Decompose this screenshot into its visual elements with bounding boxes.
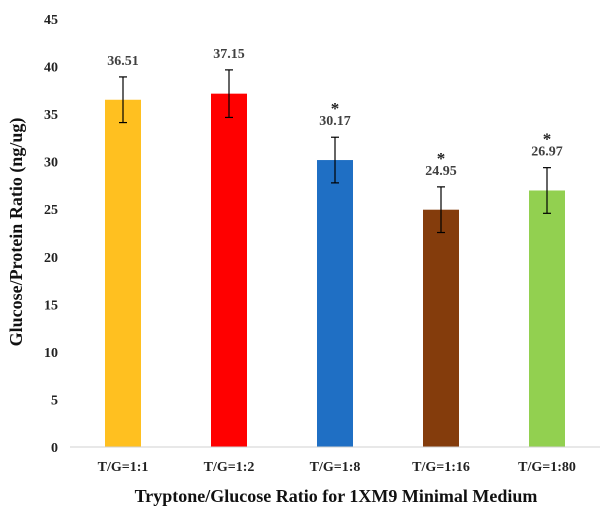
data-label: 24.95 — [425, 164, 457, 179]
y-tick-label: 5 — [51, 393, 58, 408]
x-tick-label: T/G=1:2 — [204, 460, 255, 475]
bars-group — [105, 93, 565, 448]
bar — [317, 160, 353, 447]
significance-star: * — [437, 149, 446, 168]
y-tick-label: 35 — [44, 108, 58, 123]
data-label: 26.97 — [531, 145, 563, 160]
bar — [211, 93, 247, 447]
y-tick-label: 25 — [44, 203, 58, 218]
x-tick-label: T/G=1:8 — [310, 460, 361, 475]
y-tick-label: 40 — [44, 61, 58, 76]
error-bars-group — [119, 69, 551, 234]
x-tick-label: T/G=1:16 — [412, 460, 470, 475]
x-tick-label: T/G=1:80 — [518, 460, 576, 475]
y-tick-label: 10 — [44, 346, 58, 361]
bar — [529, 190, 565, 447]
y-tick-label: 0 — [51, 441, 58, 456]
x-axis: T/G=1:1 T/G=1:2 T/G=1:8 T/G=1:16 T/G=1:80 — [70, 446, 600, 475]
data-label: 30.17 — [319, 114, 351, 129]
significance-star: * — [331, 99, 340, 118]
bar — [105, 99, 141, 448]
y-tick-label: 30 — [44, 156, 58, 171]
bar — [423, 209, 459, 447]
y-tick-label: 15 — [44, 298, 58, 313]
data-label: 37.15 — [213, 47, 245, 62]
significance-star: * — [543, 130, 552, 149]
y-axis: 0 5 10 15 20 25 30 35 40 45 — [44, 13, 58, 456]
x-axis-title: Tryptone/Glucose Ratio for 1XM9 Minimal … — [135, 486, 538, 506]
x-tick-label: T/G=1:1 — [98, 460, 149, 475]
y-tick-label: 45 — [44, 13, 58, 28]
data-label: 36.51 — [107, 54, 139, 69]
y-tick-label: 20 — [44, 251, 58, 266]
y-axis-title: Glucose/Protein Ratio (ng/ug) — [6, 118, 27, 347]
